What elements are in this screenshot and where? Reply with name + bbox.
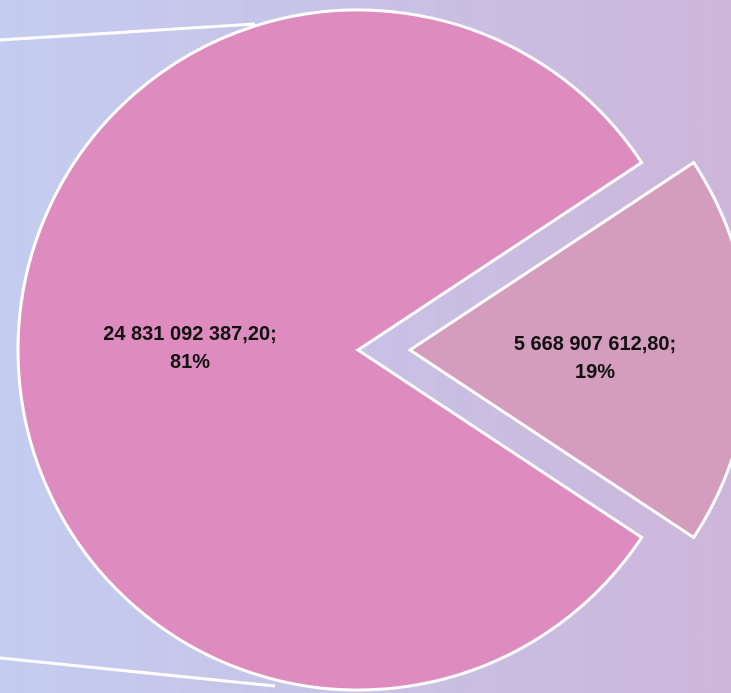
pie-slice [407, 160, 731, 540]
decor-line [0, 656, 276, 688]
pie-slice [16, 8, 644, 692]
value-label: 24 831 092 387,20; [103, 323, 277, 345]
value-label: 5 668 907 612,80; [514, 333, 676, 355]
slices [16, 8, 731, 692]
decor-line [0, 22, 256, 42]
labels: 24 831 092 387,20; 81% 5 668 907 612,80; 19… [103, 323, 676, 383]
percent-label: 81% [170, 351, 210, 373]
percent-label: 19% [575, 361, 615, 383]
